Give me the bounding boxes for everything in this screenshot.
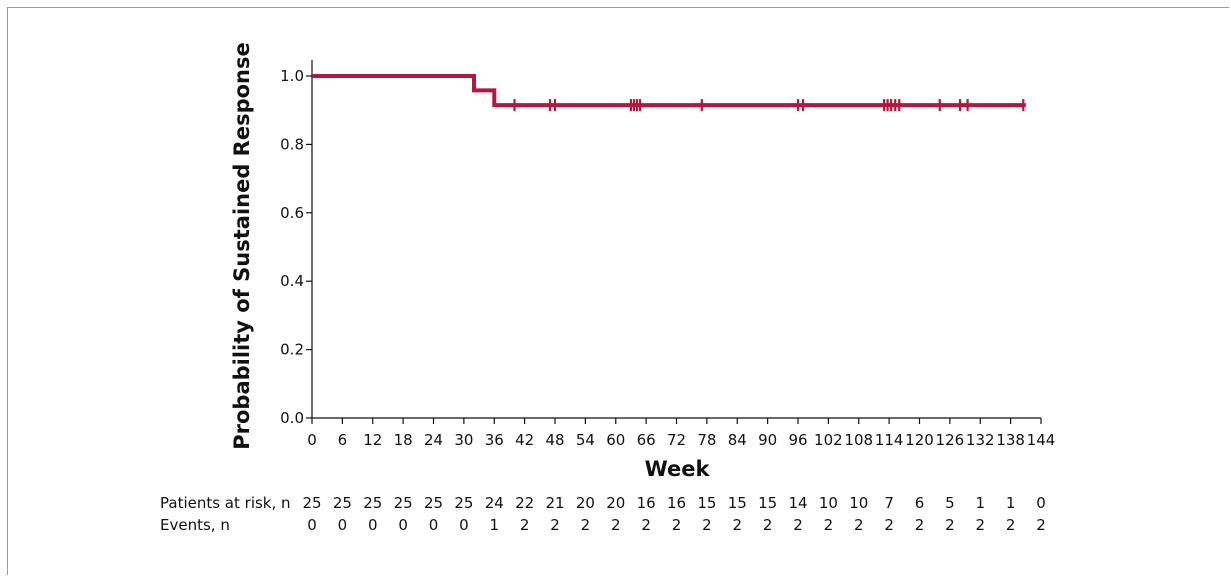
risk-values: 25 25 25 25 25 25 24 22 21 20 20 16 16 15 15 15 14 10 10 7 6… — [302, 494, 1045, 534]
events-value: 2 — [975, 516, 985, 534]
events-value: 2 — [1006, 516, 1016, 534]
x-ticks: 0 6 12 18 24 30 36 42 48 54 60 66 72 78 84 90 96 102 108 11… — [307, 418, 1055, 449]
patients-at-risk-value: 6 — [915, 494, 925, 512]
patients-at-risk-value: 25 — [333, 494, 352, 512]
events-value: 2 — [672, 516, 682, 534]
x-tick-label: 18 — [394, 431, 413, 449]
patients-at-risk-value: 25 — [454, 494, 473, 512]
patients-at-risk-value: 20 — [606, 494, 625, 512]
patients-at-risk-value: 25 — [363, 494, 382, 512]
y-tick-label: 1.0 — [280, 67, 304, 85]
events-value: 2 — [854, 516, 864, 534]
x-tick-label: 90 — [758, 431, 777, 449]
patients-at-risk-value: 10 — [819, 494, 838, 512]
x-tick-label: 114 — [875, 431, 904, 449]
patients-at-risk-value: 21 — [545, 494, 564, 512]
risk-table: Patients at risk, n Events, n 25 25 25 25 25… — [160, 494, 1046, 534]
risk-row-label-events: Events, n — [160, 516, 230, 534]
events-value: 2 — [763, 516, 773, 534]
figure-frame — [7, 7, 1229, 575]
patients-at-risk-value: 25 — [424, 494, 443, 512]
events-value: 0 — [307, 516, 317, 534]
y-tick-label: 0.6 — [280, 204, 304, 222]
patients-at-risk-value: 22 — [515, 494, 534, 512]
plot-area — [312, 74, 1026, 112]
x-axis-title: Week — [645, 457, 711, 481]
y-tick-label: 0.0 — [280, 409, 304, 427]
events-value: 2 — [611, 516, 621, 534]
survival-curve — [312, 74, 1026, 108]
x-tick-label: 132 — [966, 431, 995, 449]
x-tick-label: 78 — [697, 431, 716, 449]
x-tick-label: 30 — [454, 431, 473, 449]
y-tick-label: 0.4 — [280, 272, 304, 290]
events-value: 2 — [793, 516, 803, 534]
patients-at-risk-value: 20 — [576, 494, 595, 512]
x-tick-label: 102 — [814, 431, 843, 449]
patients-at-risk-value: 25 — [394, 494, 413, 512]
events-value: 0 — [459, 516, 469, 534]
y-tick-label: 0.2 — [280, 341, 304, 359]
y-axis-title: Probability of Sustained Response — [230, 42, 254, 450]
x-tick-label: 108 — [844, 431, 873, 449]
patients-at-risk-value: 16 — [667, 494, 686, 512]
x-tick-label: 0 — [307, 431, 317, 449]
events-value: 2 — [1036, 516, 1046, 534]
x-tick-label: 84 — [728, 431, 747, 449]
x-tick-label: 60 — [606, 431, 625, 449]
patients-at-risk-value: 25 — [302, 494, 321, 512]
patients-at-risk-value: 24 — [485, 494, 504, 512]
x-tick-label: 120 — [905, 431, 934, 449]
events-value: 2 — [884, 516, 894, 534]
patients-at-risk-value: 0 — [1036, 494, 1046, 512]
x-tick-label: 66 — [637, 431, 656, 449]
events-value: 2 — [732, 516, 742, 534]
events-value: 2 — [641, 516, 651, 534]
patients-at-risk-value: 7 — [884, 494, 894, 512]
x-tick-label: 48 — [545, 431, 564, 449]
x-tick-label: 72 — [667, 431, 686, 449]
x-tick-label: 96 — [788, 431, 807, 449]
patients-at-risk-value: 15 — [758, 494, 777, 512]
patients-at-risk-value: 16 — [637, 494, 656, 512]
patients-at-risk-value: 10 — [849, 494, 868, 512]
patients-at-risk-value: 1 — [975, 494, 985, 512]
axes — [311, 60, 1041, 419]
x-tick-label: 54 — [576, 431, 595, 449]
events-value: 0 — [429, 516, 439, 534]
events-value: 2 — [702, 516, 712, 534]
events-value: 1 — [489, 516, 499, 534]
x-tick-label: 126 — [936, 431, 965, 449]
x-tick-label: 144 — [1027, 431, 1056, 449]
patients-at-risk-value: 15 — [728, 494, 747, 512]
y-ticks: 0.0 0.2 0.4 0.6 0.8 1.0 — [280, 67, 312, 427]
events-value: 2 — [915, 516, 925, 534]
x-tick-label: 138 — [996, 431, 1025, 449]
x-tick-label: 42 — [515, 431, 534, 449]
patients-at-risk-value: 1 — [1006, 494, 1016, 512]
events-value: 0 — [368, 516, 378, 534]
x-tick-label: 36 — [485, 431, 504, 449]
events-value: 0 — [338, 516, 348, 534]
patients-at-risk-value: 15 — [697, 494, 716, 512]
x-tick-label: 24 — [424, 431, 443, 449]
risk-row-label-patients: Patients at risk, n — [160, 494, 291, 512]
events-value: 2 — [520, 516, 530, 534]
x-tick-label: 12 — [363, 431, 382, 449]
patients-at-risk-value: 14 — [788, 494, 807, 512]
y-tick-label: 0.8 — [280, 135, 304, 153]
x-tick-label: 6 — [338, 431, 348, 449]
events-value: 2 — [824, 516, 834, 534]
events-value: 2 — [945, 516, 955, 534]
patients-at-risk-value: 5 — [945, 494, 955, 512]
events-value: 2 — [581, 516, 591, 534]
events-value: 0 — [398, 516, 408, 534]
events-value: 2 — [550, 516, 560, 534]
